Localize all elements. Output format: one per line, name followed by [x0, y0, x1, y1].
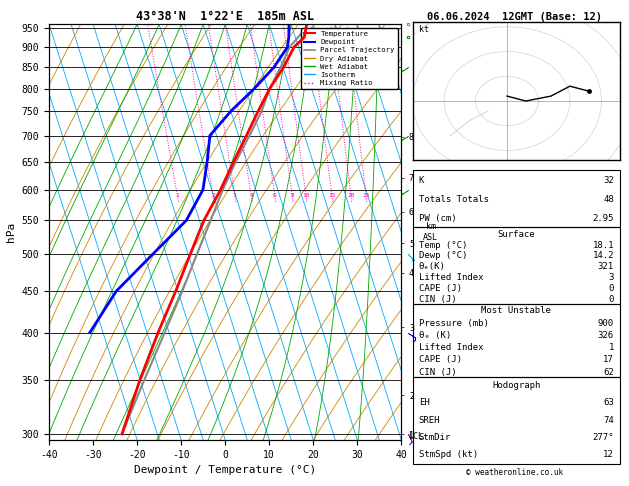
Text: 14.2: 14.2	[593, 251, 614, 260]
Text: 0: 0	[609, 295, 614, 304]
Text: 2: 2	[211, 193, 215, 198]
Text: EH: EH	[419, 398, 430, 407]
Text: Lifted Index: Lifted Index	[419, 273, 483, 282]
Text: 20: 20	[347, 193, 355, 198]
Text: © weatheronline.co.uk: © weatheronline.co.uk	[466, 468, 563, 477]
X-axis label: Dewpoint / Temperature (°C): Dewpoint / Temperature (°C)	[134, 465, 316, 475]
Text: θₑ(K): θₑ(K)	[419, 262, 446, 271]
Text: 2.95: 2.95	[593, 214, 614, 223]
Text: θₑ (K): θₑ (K)	[419, 331, 451, 340]
Text: 6: 6	[273, 193, 277, 198]
Text: 25: 25	[362, 193, 370, 198]
Text: Pressure (mb): Pressure (mb)	[419, 319, 489, 328]
Y-axis label: hPa: hPa	[6, 222, 16, 242]
Text: Lifted Index: Lifted Index	[419, 343, 483, 352]
Text: 63: 63	[603, 398, 614, 407]
Text: Totals Totals: Totals Totals	[419, 195, 489, 204]
Text: 321: 321	[598, 262, 614, 271]
Title: 43°38'N  1°22'E  185m ASL: 43°38'N 1°22'E 185m ASL	[136, 10, 314, 23]
Text: 17: 17	[603, 355, 614, 364]
Text: 1: 1	[175, 193, 179, 198]
Text: Temp (°C): Temp (°C)	[419, 241, 467, 249]
Text: 48: 48	[603, 195, 614, 204]
Text: 74: 74	[603, 416, 614, 425]
Bar	[413, 304, 620, 378]
Text: StmSpd (kt): StmSpd (kt)	[419, 450, 478, 459]
Y-axis label: km
ASL: km ASL	[423, 223, 438, 242]
Text: 3: 3	[233, 193, 237, 198]
Text: 1: 1	[609, 343, 614, 352]
Text: LCL: LCL	[408, 432, 423, 441]
Text: 06.06.2024  12GMT (Base: 12): 06.06.2024 12GMT (Base: 12)	[427, 12, 602, 22]
Text: CIN (J): CIN (J)	[419, 367, 457, 377]
Text: 4: 4	[249, 193, 253, 198]
Text: kt: kt	[419, 25, 429, 34]
Text: 900: 900	[598, 319, 614, 328]
Text: SREH: SREH	[419, 416, 440, 425]
Text: 3: 3	[609, 273, 614, 282]
Text: Most Unstable: Most Unstable	[481, 306, 552, 315]
Bar	[413, 378, 620, 464]
Text: Hodograph: Hodograph	[493, 381, 540, 390]
Text: 8: 8	[291, 193, 294, 198]
Text: 18.1: 18.1	[593, 241, 614, 249]
Text: PW (cm): PW (cm)	[419, 214, 457, 223]
Text: 10: 10	[303, 193, 309, 198]
Text: 32: 32	[603, 176, 614, 185]
Text: 15: 15	[328, 193, 336, 198]
Text: 12: 12	[603, 450, 614, 459]
Text: CIN (J): CIN (J)	[419, 295, 457, 304]
Text: 277°: 277°	[593, 433, 614, 442]
Bar	[413, 170, 620, 227]
Bar	[413, 227, 620, 304]
Text: CAPE (J): CAPE (J)	[419, 355, 462, 364]
Text: 326: 326	[598, 331, 614, 340]
Text: K: K	[419, 176, 424, 185]
Text: 62: 62	[603, 367, 614, 377]
Text: Surface: Surface	[498, 229, 535, 239]
Text: 0: 0	[609, 284, 614, 293]
Text: CAPE (J): CAPE (J)	[419, 284, 462, 293]
Text: Dewp (°C): Dewp (°C)	[419, 251, 467, 260]
Legend: Temperature, Dewpoint, Parcel Trajectory, Dry Adiabat, Wet Adiabat, Isotherm, Mi: Temperature, Dewpoint, Parcel Trajectory…	[301, 28, 398, 89]
Text: StmDir: StmDir	[419, 433, 451, 442]
